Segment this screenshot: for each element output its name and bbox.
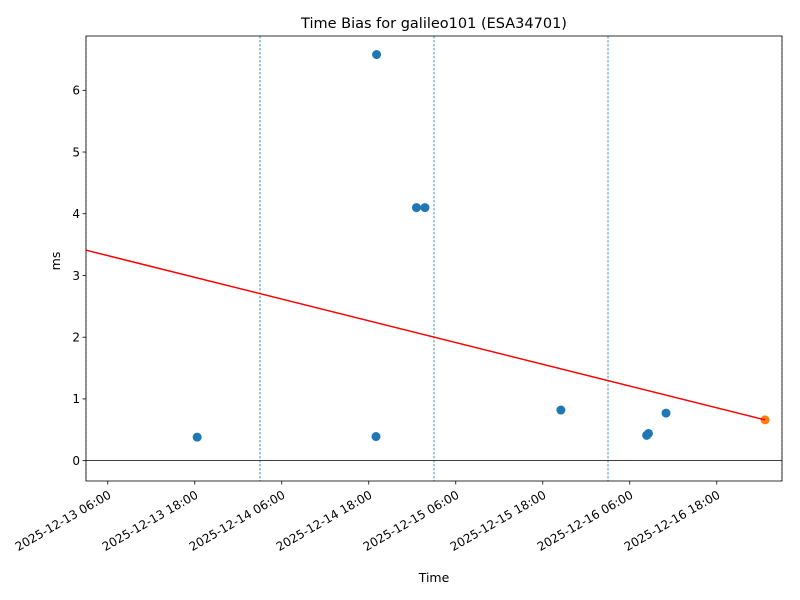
data-point (420, 203, 430, 213)
data-point (643, 428, 653, 438)
y-tick-label: 2 (72, 330, 80, 344)
y-tick-label: 6 (72, 84, 80, 98)
y-tick-label: 5 (72, 145, 80, 159)
data-point (371, 432, 381, 442)
y-tick-label: 1 (72, 392, 80, 406)
y-axis-label: ms (48, 252, 63, 271)
y-tick-label: 3 (72, 269, 80, 283)
data-point (411, 203, 421, 213)
data-point (372, 50, 382, 60)
data-point (661, 408, 671, 418)
trend-line (85, 249, 766, 421)
axes-frame (85, 35, 783, 482)
y-tick-label: 0 (72, 454, 80, 468)
y-tick-label: 4 (72, 207, 80, 221)
chart-title: Time Bias for galileo101 (ESA34701) (300, 16, 567, 32)
data-point (192, 432, 202, 442)
data-point (556, 405, 566, 415)
x-axis-label: Time (418, 570, 450, 585)
